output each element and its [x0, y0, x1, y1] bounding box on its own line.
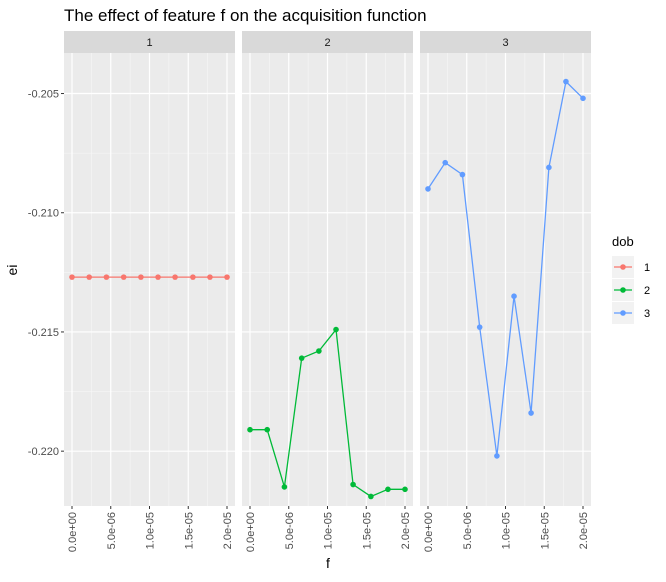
plot-area: 1 0.0e+00 5.0e-06 1.0e-05 1.5e-05 2.0e-05 2 0.0… [28, 31, 591, 552]
data-point [425, 186, 431, 192]
data-point [528, 410, 534, 416]
facet-strip-label: 2 [324, 37, 330, 49]
data-point [138, 274, 144, 280]
data-point [385, 486, 391, 493]
x-tick-label: 1.0e-05 [501, 512, 513, 549]
y-tick-label: -0.215 [28, 327, 59, 339]
data-point [69, 274, 75, 280]
legend-key-point [620, 287, 626, 293]
data-point [511, 293, 517, 299]
data-point [350, 481, 356, 488]
data-point [368, 493, 374, 500]
data-point [264, 426, 271, 433]
legend-label: 2 [644, 285, 650, 297]
legend-label: 1 [644, 262, 650, 274]
data-point [247, 426, 253, 433]
y-tick-label: -0.220 [28, 446, 59, 458]
x-tick-label: 1.5e-05 [183, 512, 195, 549]
data-point [580, 95, 586, 102]
data-point [155, 274, 161, 280]
x-tick-label: 0.0e+00 [423, 512, 435, 552]
facet-strip-label: 1 [146, 37, 152, 49]
data-point [494, 453, 500, 459]
legend-item-2: 2 [612, 279, 650, 301]
x-tick-label: 0.0e+00 [245, 512, 257, 552]
data-point [333, 326, 339, 333]
data-point [442, 159, 449, 166]
data-point [546, 164, 552, 171]
x-axis-title: f [326, 555, 330, 571]
y-axis-title: ei [4, 265, 20, 276]
facet-panel-3: 3 0.0e+00 5.0e-06 1.0e-05 1.5e-05 2.0e-05 [420, 31, 591, 552]
data-point [120, 274, 127, 280]
data-point [281, 484, 288, 490]
legend-item-1: 1 [612, 256, 650, 278]
data-point [459, 171, 466, 178]
chart-title: The effect of feature f on the acquisiti… [64, 6, 427, 25]
x-tick-label: 2.0e-05 [578, 512, 590, 549]
facet-panel-1: 1 0.0e+00 5.0e-06 1.0e-05 1.5e-05 2.0e-05 [64, 31, 235, 552]
data-point [298, 355, 305, 361]
x-tick-label: 1.5e-05 [539, 512, 551, 549]
facet-strip-3 [420, 31, 591, 53]
data-point [476, 324, 483, 330]
x-tick-label: 5.0e-06 [106, 512, 118, 549]
legend-title: dob [612, 234, 634, 249]
x-tick-label: 5.0e-06 [462, 512, 474, 549]
facet-strip-1 [64, 31, 235, 53]
legend-item-3: 3 [612, 302, 650, 324]
x-tick-label: 1.0e-05 [145, 512, 157, 549]
x-tick-label: 5.0e-06 [284, 512, 296, 549]
data-point [402, 486, 408, 493]
facet-panel-2: 2 0.0e+00 5.0e-06 1.0e-05 1.5e-05 2.0e-05 [242, 31, 413, 552]
series-line-3 [427, 80, 584, 457]
data-point [224, 274, 230, 280]
x-tick-label: 1.0e-05 [323, 512, 335, 549]
x-tick-label: 1.5e-05 [361, 512, 373, 549]
data-point [103, 274, 110, 280]
data-point [172, 274, 178, 280]
data-point [190, 274, 196, 280]
legend-key-point [620, 310, 626, 316]
y-tick-label: -0.205 [28, 89, 59, 101]
data-point [207, 274, 213, 280]
legend-label: 3 [644, 308, 650, 320]
x-tick-label: 2.0e-05 [222, 512, 234, 549]
legend: dob 1 2 3 [612, 234, 650, 324]
data-point [563, 78, 569, 85]
x-tick-label: 0.0e+00 [67, 512, 79, 552]
y-tick-label: -0.210 [28, 208, 59, 220]
legend-key-point [620, 264, 626, 270]
facet-strip-label: 3 [502, 37, 508, 49]
facet-strip-2 [242, 31, 413, 53]
data-point [86, 274, 93, 280]
series-line-2 [250, 327, 405, 498]
x-tick-label: 2.0e-05 [400, 512, 412, 549]
data-point [316, 348, 322, 354]
